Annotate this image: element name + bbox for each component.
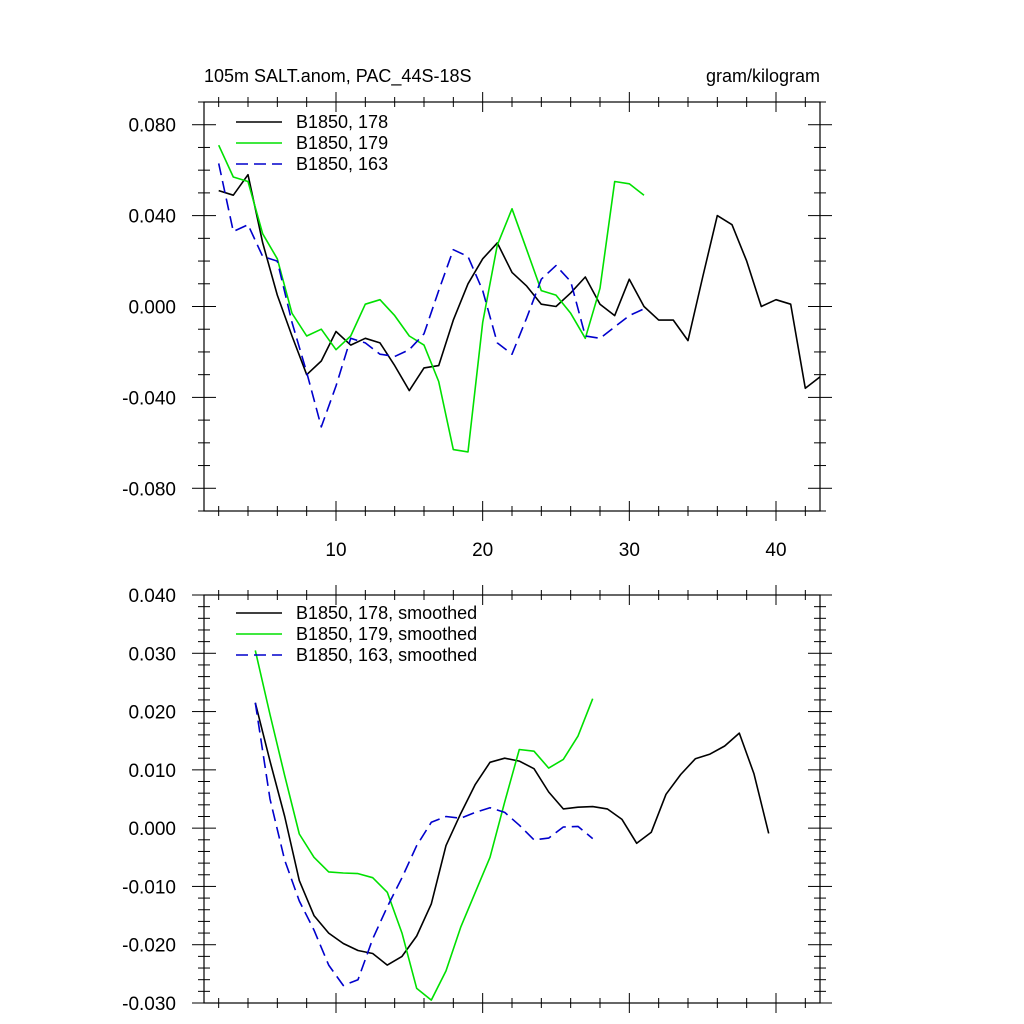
top-x-tick-label: 40 (765, 540, 786, 561)
bottom-series-line-3 (254, 702, 594, 987)
bottom-y-tick-label: -0.010 (122, 877, 176, 898)
top-series-line-2 (217, 144, 645, 453)
top-title: 105m SALT.anom, PAC_44S-18S (204, 66, 471, 87)
bottom-legend-label-1: B1850, 178, smoothed (296, 603, 477, 623)
top-panel: 105m SALT.anom, PAC_44S-18S gram/kilogra… (122, 66, 832, 561)
top-y-tick-label: -0.040 (122, 388, 176, 409)
top-y-tick-label: 0.080 (128, 116, 176, 137)
top-legend-label-1: B1850, 178 (296, 112, 388, 132)
top-units-label: gram/kilogram (706, 66, 820, 86)
top-x-tick-label: 20 (472, 540, 493, 561)
bottom-y-tick-label: -0.020 (122, 936, 176, 957)
top-series-line-3 (217, 163, 645, 428)
bottom-y-tick-label: 0.030 (128, 644, 176, 665)
top-x-tick-label: 30 (619, 540, 640, 561)
bottom-series-line-2 (254, 650, 594, 1001)
bottom-y-tick-label: -0.030 (122, 994, 176, 1015)
top-x-tick-label: 10 (325, 540, 346, 561)
top-y-tick-label: 0.000 (128, 298, 176, 319)
bottom-y-tick-label: 0.010 (128, 761, 176, 782)
bottom-series-line-1 (254, 702, 770, 966)
bottom-y-tick-label: 0.040 (128, 586, 176, 607)
top-legend-label-3: B1850, 163 (296, 154, 388, 174)
top-y-tick-label: -0.080 (122, 479, 176, 500)
top-series-line-1 (218, 173, 821, 392)
bottom-panel: -0.030 -0.020 -0.010 0.000 0.010 0.020 0.030 0.… (122, 585, 832, 1015)
bottom-legend-label-2: B1850, 179, smoothed (296, 624, 477, 644)
top-legend-label-2: B1850, 179 (296, 133, 388, 153)
top-y-tick-label: 0.040 (128, 207, 176, 228)
bottom-y-tick-label: 0.020 (128, 703, 176, 724)
bottom-y-tick-label: 0.000 (128, 819, 176, 840)
bottom-legend-label-3: B1850, 163, smoothed (296, 645, 477, 665)
